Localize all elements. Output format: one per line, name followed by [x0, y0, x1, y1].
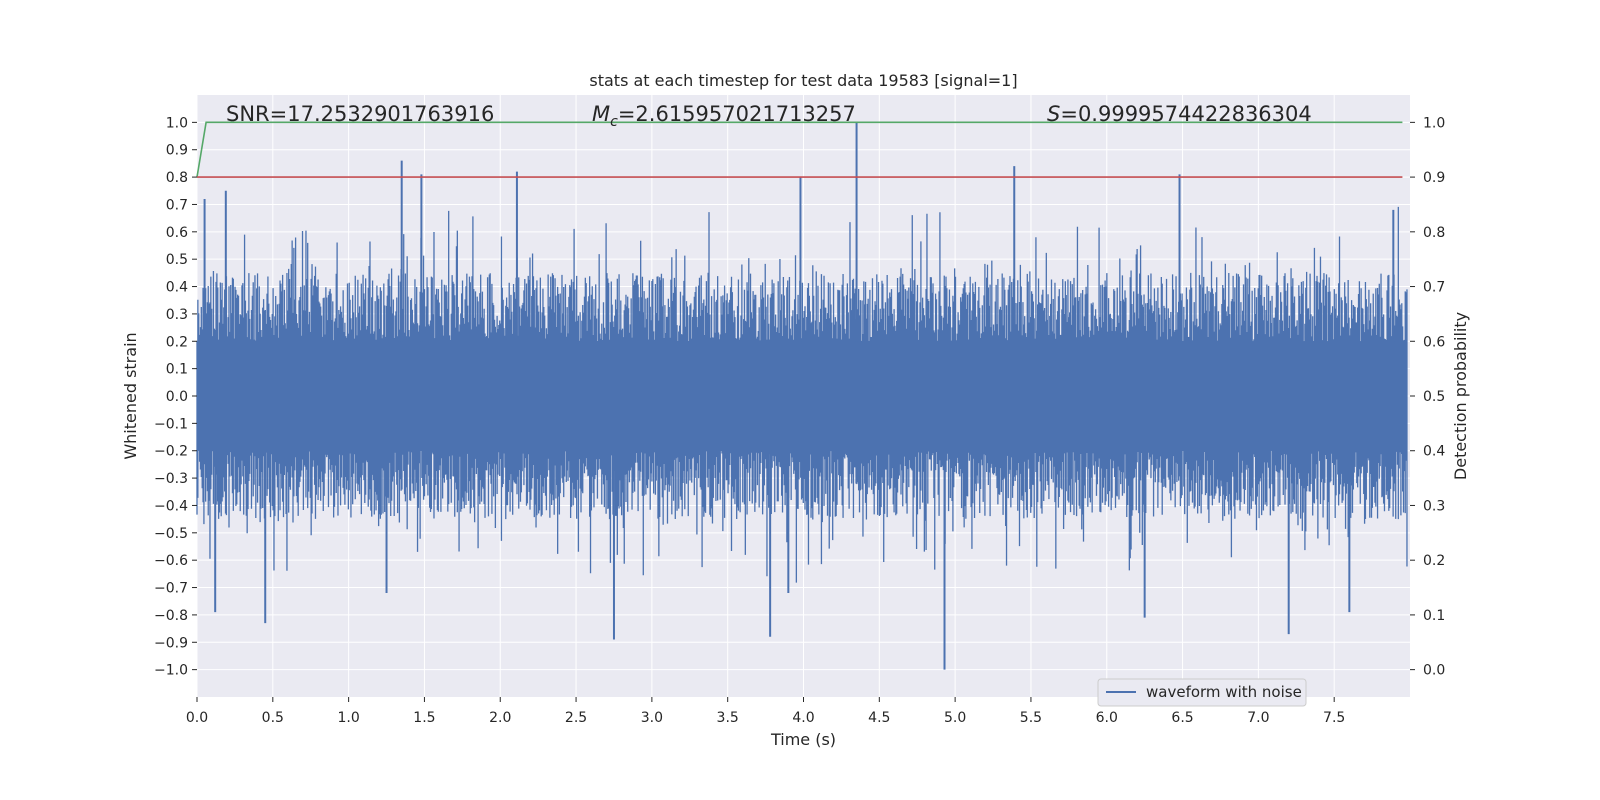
mc-symbol: M — [592, 102, 610, 126]
y2-tick-label: 0.0 — [1423, 663, 1445, 679]
waveform-series — [196, 122, 1408, 670]
x-tick-label: 7.0 — [1247, 710, 1269, 726]
x-tick-label: 0.5 — [262, 710, 284, 726]
y-axis-right: 0.0 0.1 0.2 0.3 0.4 0.5 0.6 0.7 0.8 0.9 1.0 — [1410, 115, 1445, 679]
y2-tick-label: 0.7 — [1423, 280, 1445, 296]
detection-probability-line — [196, 121, 1403, 178]
y-tick-label: 0.4 — [166, 280, 188, 296]
x-axis: 0.0 0.5 1.0 1.5 2.0 2.5 3.0 3.5 4.0 4.5 5.0 5.5 6.0 6… — [186, 697, 1345, 726]
s-value: =0.9999574422836304 — [1060, 102, 1311, 126]
y-tick-label: −0.4 — [154, 498, 188, 514]
y-tick-label: 0.1 — [166, 362, 188, 378]
y-tick-label: −0.7 — [154, 581, 188, 597]
mc-value: =2.615957021713257 — [618, 102, 856, 126]
y2-tick-label: 1.0 — [1423, 115, 1445, 131]
x-tick-label: 2.0 — [489, 710, 511, 726]
x-tick-label: 1.0 — [337, 710, 359, 726]
y-tick-label: 0.5 — [166, 252, 188, 268]
x-tick-label: 3.5 — [717, 710, 739, 726]
y-tick-label: −0.8 — [154, 608, 188, 624]
y-tick-label: 0.0 — [166, 389, 188, 405]
x-axis-label: Time (s) — [770, 730, 836, 749]
y2-tick-label: 0.2 — [1423, 553, 1445, 569]
y-tick-label: 0.3 — [166, 307, 188, 323]
y2-tick-label: 0.1 — [1423, 608, 1445, 624]
y-tick-label: 0.9 — [166, 143, 188, 159]
x-tick-label: 6.0 — [1096, 710, 1118, 726]
y-tick-label: −0.5 — [154, 526, 188, 542]
x-tick-label: 5.5 — [1020, 710, 1042, 726]
snr-annotation: SNR=17.2532901763916 — [226, 102, 494, 126]
x-tick-label: 4.5 — [868, 710, 890, 726]
y-tick-label: −0.6 — [154, 553, 188, 569]
y-tick-label: −0.9 — [154, 635, 188, 651]
y-tick-label: 1.0 — [166, 115, 188, 131]
chirp-mass-annotation: Mc=2.615957021713257 — [592, 102, 856, 130]
x-tick-label: 3.0 — [641, 710, 663, 726]
y-tick-label: 0.8 — [166, 170, 188, 186]
x-tick-label: 4.0 — [792, 710, 814, 726]
legend-entry-waveform: waveform with noise — [1146, 683, 1302, 701]
chart-title: stats at each timestep for test data 195… — [589, 71, 1017, 90]
x-tick-label: 7.5 — [1323, 710, 1345, 726]
y-tick-label: −0.2 — [154, 444, 188, 460]
y2-tick-label: 0.8 — [1423, 225, 1445, 241]
mc-subscript: c — [610, 114, 618, 130]
y-tick-label: −1.0 — [154, 663, 188, 679]
y2-tick-label: 0.5 — [1423, 389, 1445, 405]
y-axis-label: Whitened strain — [121, 332, 140, 459]
score-annotation: S=0.9999574422836304 — [1047, 102, 1312, 126]
y-tick-label: 0.2 — [166, 334, 188, 350]
y2-tick-label: 0.6 — [1423, 334, 1445, 350]
y2-tick-label: 0.9 — [1423, 170, 1445, 186]
legend-box — [1097, 678, 1307, 707]
y-tick-label: −0.1 — [154, 416, 188, 432]
x-tick-label: 5.0 — [944, 710, 966, 726]
x-tick-label: 0.0 — [186, 710, 208, 726]
y-tick-label: 0.7 — [166, 197, 188, 213]
y-tick-label: −0.3 — [154, 471, 188, 487]
y-axis-left: −1.0 −0.9 −0.8 −0.7 −0.6 −0.5 −0.4 −0.3 −0.2 −0.1… — [154, 115, 197, 679]
probability-series — [196, 121, 1403, 178]
x-tick-label: 2.5 — [565, 710, 587, 726]
y-tick-label: 0.6 — [166, 225, 188, 241]
x-tick-label: 1.5 — [413, 710, 435, 726]
y2-axis-label: Detection probability — [1451, 312, 1470, 480]
y2-tick-label: 0.4 — [1423, 444, 1445, 460]
x-tick-label: 6.5 — [1171, 710, 1193, 726]
y2-tick-label: 0.3 — [1423, 498, 1445, 514]
s-symbol: S — [1047, 102, 1060, 126]
legend: waveform with noise — [1097, 678, 1307, 707]
